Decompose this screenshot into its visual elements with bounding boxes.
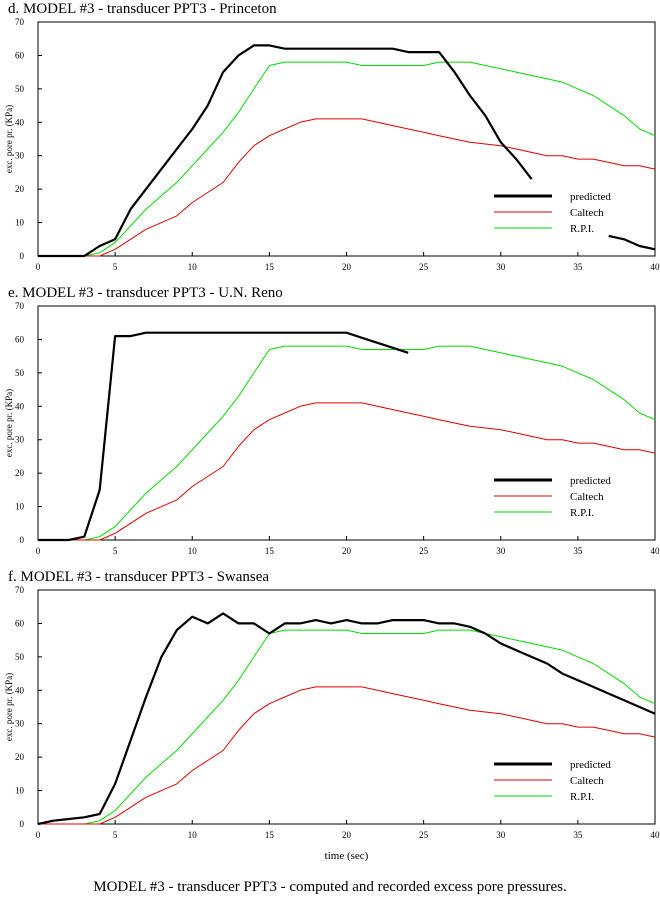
y-tick-label: 0 bbox=[20, 251, 25, 261]
y-tick-label: 50 bbox=[15, 84, 25, 94]
y-tick-label: 10 bbox=[15, 786, 25, 796]
caption: MODEL #3 - transducer PPT3 - computed an… bbox=[93, 879, 566, 895]
x-tick-label: 40 bbox=[651, 262, 660, 272]
legend-label: Caltech bbox=[570, 775, 604, 787]
series-line bbox=[38, 44, 656, 258]
series-line bbox=[38, 118, 656, 257]
series-line bbox=[38, 331, 409, 542]
legend-label: R.P.I. bbox=[570, 223, 594, 235]
x-tick-label: 5 bbox=[113, 262, 118, 272]
x-tick-label: 25 bbox=[419, 830, 429, 840]
series-line bbox=[38, 402, 656, 541]
y-tick-label: 70 bbox=[15, 17, 25, 27]
series-line bbox=[38, 61, 656, 257]
x-tick-label: 20 bbox=[342, 262, 352, 272]
y-tick-label: 60 bbox=[15, 618, 25, 628]
y-tick-label: 50 bbox=[15, 652, 25, 662]
x-tick-label: 10 bbox=[188, 546, 198, 556]
x-tick-label: 35 bbox=[573, 830, 583, 840]
legend-label: R.P.I. bbox=[570, 791, 594, 803]
x-tick-label: 30 bbox=[496, 546, 506, 556]
y-tick-label: 0 bbox=[20, 535, 25, 545]
x-axis-label: time (sec) bbox=[325, 850, 369, 862]
y-tick-label: 40 bbox=[15, 401, 25, 411]
series-line bbox=[38, 686, 656, 825]
x-tick-label: 15 bbox=[265, 830, 275, 840]
x-tick-label: 5 bbox=[113, 830, 118, 840]
y-tick-label: 30 bbox=[15, 151, 25, 161]
y-tick-label: 10 bbox=[15, 218, 25, 228]
x-tick-label: 25 bbox=[419, 262, 429, 272]
y-tick-label: 40 bbox=[15, 117, 25, 127]
y-tick-label: 30 bbox=[15, 719, 25, 729]
legend-label: R.P.I. bbox=[570, 507, 594, 519]
y-tick-label: 60 bbox=[15, 50, 25, 60]
x-tick-label: 40 bbox=[651, 830, 660, 840]
y-tick-label: 0 bbox=[20, 819, 25, 829]
x-tick-label: 5 bbox=[113, 546, 118, 556]
y-tick-label: 70 bbox=[15, 301, 25, 311]
x-tick-label: 20 bbox=[342, 546, 352, 556]
plot-frame bbox=[37, 21, 656, 257]
y-tick-label: 70 bbox=[15, 585, 25, 595]
x-tick-label: 0 bbox=[36, 830, 41, 840]
y-tick-label: 20 bbox=[15, 184, 25, 194]
y-tick-label: 20 bbox=[15, 752, 25, 762]
chart-title: e. MODEL #3 - transducer PPT3 - U.N. Ren… bbox=[8, 285, 283, 301]
plot-frame bbox=[37, 305, 656, 541]
x-tick-label: 40 bbox=[651, 546, 660, 556]
y-tick-label: 20 bbox=[15, 468, 25, 478]
y-tick-label: 40 bbox=[15, 685, 25, 695]
y-tick-label: 30 bbox=[15, 435, 25, 445]
x-tick-label: 25 bbox=[419, 546, 429, 556]
legend-label: predicted bbox=[570, 191, 611, 203]
series-line bbox=[38, 629, 656, 825]
x-tick-label: 15 bbox=[265, 546, 275, 556]
y-axis-label: exc. pore pr. (KPa) bbox=[4, 105, 14, 173]
x-tick-label: 0 bbox=[36, 262, 41, 272]
y-tick-label: 10 bbox=[15, 502, 25, 512]
plot-frame bbox=[37, 589, 656, 825]
x-tick-label: 15 bbox=[265, 262, 275, 272]
legend-label: predicted bbox=[570, 759, 611, 771]
legend-label: Caltech bbox=[570, 491, 604, 503]
y-axis-label: exc. pore pr. (KPa) bbox=[4, 673, 14, 741]
legend-label: predicted bbox=[570, 475, 611, 487]
y-tick-label: 50 bbox=[15, 368, 25, 378]
x-tick-label: 30 bbox=[496, 830, 506, 840]
x-tick-label: 10 bbox=[188, 262, 198, 272]
x-tick-label: 30 bbox=[496, 262, 506, 272]
chart-title: d. MODEL #3 - transducer PPT3 - Princeto… bbox=[8, 1, 277, 17]
series-line bbox=[38, 345, 656, 541]
y-axis-label: exc. pore pr. (KPa) bbox=[4, 389, 14, 457]
x-tick-label: 0 bbox=[36, 546, 41, 556]
x-tick-label: 10 bbox=[188, 830, 198, 840]
y-tick-label: 60 bbox=[15, 334, 25, 344]
x-tick-label: 20 bbox=[342, 830, 352, 840]
legend-label: Caltech bbox=[570, 207, 604, 219]
x-tick-label: 35 bbox=[573, 262, 583, 272]
x-tick-label: 35 bbox=[573, 546, 583, 556]
series-line bbox=[37, 612, 656, 826]
chart-title: f. MODEL #3 - transducer PPT3 - Swansea bbox=[8, 569, 269, 585]
